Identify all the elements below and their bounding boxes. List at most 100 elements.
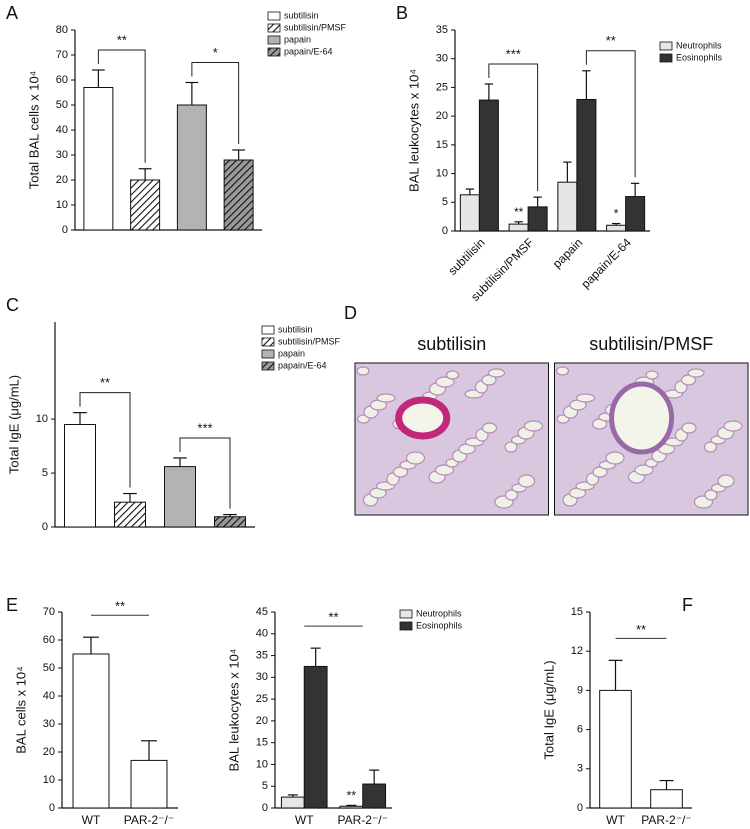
y-axis-label: BAL leukocytes x 10⁴ xyxy=(226,649,241,772)
legend-label: papain/E-64 xyxy=(284,46,333,56)
panel-letter: C xyxy=(6,295,19,315)
y-tick-label: 3 xyxy=(577,763,583,775)
legend-swatch xyxy=(267,23,281,33)
alveolus xyxy=(504,441,518,453)
y-tick-label: 30 xyxy=(56,149,68,161)
significance-label: ** xyxy=(117,32,127,47)
alveolus xyxy=(645,370,659,380)
significance-label: ** xyxy=(514,205,524,219)
y-tick-label: 10 xyxy=(36,413,48,425)
y-tick-label: 0 xyxy=(442,225,448,237)
legend-label: papain/E-64 xyxy=(278,360,327,370)
bar xyxy=(114,501,146,528)
panel-letter: B xyxy=(396,3,408,23)
x-tick-label: papain/E-64 xyxy=(578,235,634,291)
y-tick-label: 9 xyxy=(577,684,583,696)
y-tick-label: 70 xyxy=(56,49,68,61)
legend-label: papain xyxy=(278,348,305,358)
legend-swatch xyxy=(659,53,673,63)
significance-bracket xyxy=(191,62,240,144)
y-tick-label: 5 xyxy=(262,780,268,792)
y-tick-label: 15 xyxy=(436,139,448,151)
y-tick-label: 10 xyxy=(56,199,68,211)
alveolus xyxy=(523,420,544,432)
legend-swatch xyxy=(267,47,281,57)
legend-swatch xyxy=(261,361,275,371)
bar xyxy=(130,759,168,809)
legend-label: Eosinophils xyxy=(676,52,723,62)
legend-swatch xyxy=(261,325,275,335)
alveolus xyxy=(504,489,519,501)
y-tick-label: 40 xyxy=(256,628,268,640)
bar xyxy=(83,87,114,231)
significance-bracket xyxy=(179,437,231,509)
legend-swatch xyxy=(399,621,413,631)
alveolus xyxy=(434,464,455,476)
y-tick-label: 20 xyxy=(43,746,55,758)
legend-swatch xyxy=(267,11,281,21)
y-tick-label: 70 xyxy=(43,606,55,618)
significance-label: * xyxy=(614,207,619,221)
x-tick-label: WT xyxy=(606,813,625,827)
bar xyxy=(64,424,96,528)
alveolus xyxy=(555,366,570,376)
y-tick-label: 12 xyxy=(571,645,583,657)
alveolus xyxy=(405,451,426,465)
y-tick-label: 5 xyxy=(42,467,48,479)
y-tick-label: 20 xyxy=(56,174,68,186)
y-axis-label: Total IgE (μg/mL) xyxy=(541,660,556,759)
x-tick-label: PAR-2⁻/⁻ xyxy=(338,813,388,827)
panel-letter: A xyxy=(6,3,18,23)
bar xyxy=(478,99,499,232)
significance-bracket xyxy=(585,50,636,178)
y-tick-label: 10 xyxy=(256,758,268,770)
bar xyxy=(130,179,161,231)
x-tick-label: subtilisin xyxy=(445,235,487,277)
bar xyxy=(362,783,387,809)
y-tick-label: 45 xyxy=(256,606,268,618)
alveolus xyxy=(481,422,498,434)
legend-label: subtilisin/PMSF xyxy=(284,22,347,32)
significance-bracket xyxy=(488,63,539,192)
y-tick-label: 25 xyxy=(256,693,268,705)
y-tick-label: 25 xyxy=(436,81,448,93)
y-tick-label: 10 xyxy=(43,774,55,786)
legend-swatch xyxy=(399,609,413,619)
y-tick-label: 50 xyxy=(56,99,68,111)
bar xyxy=(176,104,207,231)
alveolus xyxy=(681,422,697,434)
alveolus xyxy=(445,370,460,380)
y-tick-label: 0 xyxy=(49,802,55,814)
y-axis-label: Total BAL cells x 10⁴ xyxy=(26,71,41,190)
bar xyxy=(459,194,480,232)
bar xyxy=(576,98,597,232)
bar xyxy=(508,223,529,232)
image-caption: subtilisin/PMSF xyxy=(589,334,713,354)
alveolus xyxy=(605,451,625,465)
x-tick-label: WT xyxy=(82,813,101,827)
legend-swatch xyxy=(261,337,275,347)
legend-swatch xyxy=(261,349,275,359)
x-tick-label: PAR-2⁻/⁻ xyxy=(124,813,174,827)
alveolus xyxy=(575,393,596,403)
legend-label: subtilisin xyxy=(278,324,313,334)
legend-label: Neutrophils xyxy=(676,40,722,50)
alveolus xyxy=(723,420,743,432)
alveolus xyxy=(717,474,735,488)
y-tick-label: 0 xyxy=(42,521,48,533)
alveolus xyxy=(435,376,455,388)
significance-label: *** xyxy=(506,46,521,61)
legend-label: papain xyxy=(284,34,311,44)
significance-bracket xyxy=(97,49,146,163)
legend-label: Neutrophils xyxy=(416,608,462,618)
significance-label: ** xyxy=(115,599,125,614)
bar xyxy=(280,796,305,809)
bar xyxy=(339,805,364,809)
y-tick-label: 6 xyxy=(577,724,583,736)
y-tick-label: 15 xyxy=(571,606,583,618)
bar xyxy=(599,689,632,809)
x-tick-label: WT xyxy=(295,813,314,827)
significance-label: ** xyxy=(100,375,110,390)
bar xyxy=(214,516,246,528)
